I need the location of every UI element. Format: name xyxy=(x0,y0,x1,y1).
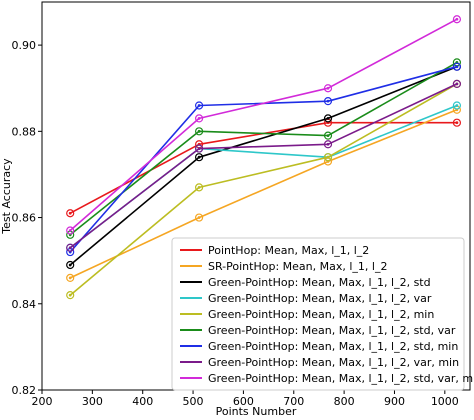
data-point xyxy=(195,127,204,136)
legend-label: Green-PointHop: Mean, Max, l_1, l_2, std… xyxy=(208,340,458,353)
data-point xyxy=(323,131,333,140)
data-point-center xyxy=(197,129,201,133)
series-lines xyxy=(66,15,462,300)
data-point xyxy=(452,15,462,24)
data-point-center xyxy=(326,134,330,138)
data-point-center xyxy=(326,155,330,159)
series-line xyxy=(69,83,458,296)
legend: PointHop: Mean, Max, l_1, l_2 SR-PointHop… xyxy=(171,237,474,391)
x-tick-label: 700 xyxy=(283,395,304,408)
data-point xyxy=(452,79,462,89)
series-line xyxy=(69,65,458,266)
data-point xyxy=(195,153,204,162)
legend-box xyxy=(171,237,465,391)
data-point-center xyxy=(455,82,459,86)
data-point-center xyxy=(197,155,201,159)
data-point xyxy=(323,153,333,162)
data-point xyxy=(452,101,462,110)
data-point-center xyxy=(455,121,459,125)
data-point xyxy=(323,97,333,106)
data-point-center xyxy=(326,142,330,146)
legend-label: Green-PointHop: Mean, Max, l_1, l_2, min xyxy=(208,308,434,321)
data-point xyxy=(66,226,75,235)
legend-item: Green-PointHop: Mean, Max, l_1, l_2, var… xyxy=(180,356,459,369)
y-axis-title: Test Accuracy xyxy=(0,158,13,235)
x-tick-label: 1000 xyxy=(431,395,459,408)
data-point xyxy=(66,209,75,218)
legend-item: PointHop: Mean, Max, l_1, l_2 xyxy=(180,244,369,257)
x-tick-label: 200 xyxy=(32,395,53,408)
data-point-center xyxy=(68,211,72,215)
data-point-center xyxy=(326,117,330,120)
series-9 xyxy=(66,15,462,235)
legend-label: Green-PointHop: Mean, Max, l_1, l_2, var… xyxy=(208,356,459,369)
data-point-center xyxy=(197,216,201,219)
y-tick-label: 0.86 xyxy=(12,212,37,225)
data-point-center xyxy=(68,229,72,232)
data-point-center xyxy=(326,86,330,90)
legend-label: Green-PointHop: Mean, Max, l_1, l_2, var xyxy=(208,292,432,305)
data-point-center xyxy=(68,276,72,280)
y-axis-ticks: 0.82 0.84 0.86 0.88 0.90 xyxy=(12,39,42,397)
series-line xyxy=(69,83,458,249)
data-point-center xyxy=(197,117,201,120)
data-point-center xyxy=(68,263,72,267)
legend-item: Green-PointHop: Mean, Max, l_1, l_2, min xyxy=(180,308,434,321)
legend-item: Green-PointHop: Mean, Max, l_1, l_2, std xyxy=(180,276,431,289)
data-point xyxy=(66,243,75,252)
legend-label: PointHop: Mean, Max, l_1, l_2 xyxy=(208,244,369,257)
data-point xyxy=(452,62,462,71)
data-point-center xyxy=(197,104,201,107)
legend-item: Green-PointHop: Mean, Max, l_1, l_2, std… xyxy=(180,340,458,353)
x-tick-label: 400 xyxy=(132,395,153,408)
data-point xyxy=(195,183,204,192)
data-point xyxy=(195,213,204,222)
data-point-center xyxy=(197,147,201,150)
data-point xyxy=(66,291,75,300)
legend-item: Green-PointHop: Mean, Max, l_1, l_2, var xyxy=(180,292,432,305)
x-tick-label: 600 xyxy=(233,395,254,408)
data-point xyxy=(195,101,204,110)
legend-item: Green-PointHop: Mean, Max, l_1, l_2, std… xyxy=(180,324,456,337)
x-tick-label: 800 xyxy=(334,395,355,408)
y-tick-label: 0.82 xyxy=(12,384,37,397)
data-point-center xyxy=(455,17,459,21)
data-point xyxy=(66,273,75,283)
x-tick-label: 300 xyxy=(82,395,103,408)
data-point xyxy=(323,84,333,93)
legend-item: Green-PointHop: Mean, Max, l_1, l_2, std… xyxy=(180,372,474,385)
x-axis-ticks: 200 300 400 500 600 700 800 900 1000 xyxy=(32,390,459,408)
data-point-center xyxy=(455,65,459,69)
y-tick-label: 0.84 xyxy=(12,298,37,311)
y-tick-label: 0.88 xyxy=(12,125,37,138)
legend-label: SR-PointHop: Mean, Max, l_1, l_2 xyxy=(208,260,387,273)
data-point-center xyxy=(68,246,72,250)
data-point-center xyxy=(68,293,72,297)
series-line xyxy=(69,109,458,279)
x-tick-label: 900 xyxy=(384,395,405,408)
data-point-center xyxy=(455,104,459,107)
data-point xyxy=(323,140,333,149)
legend-label: Green-PointHop: Mean, Max, l_1, l_2, std… xyxy=(208,372,474,385)
x-tick-label: 500 xyxy=(183,395,204,408)
data-point xyxy=(452,118,462,127)
data-point xyxy=(195,144,204,153)
data-point xyxy=(66,260,75,270)
data-point xyxy=(323,114,333,123)
legend-label: Green-PointHop: Mean, Max, l_1, l_2, std xyxy=(208,276,431,289)
data-point-center xyxy=(326,99,330,103)
data-point-center xyxy=(197,185,201,189)
series-line xyxy=(69,18,458,232)
x-axis-title: Points Number xyxy=(216,405,297,418)
legend-item: SR-PointHop: Mean, Max, l_1, l_2 xyxy=(180,260,387,273)
legend-label: Green-PointHop: Mean, Max, l_1, l_2, std… xyxy=(208,324,456,337)
series-8 xyxy=(66,79,462,252)
y-tick-label: 0.90 xyxy=(12,39,37,52)
series-line xyxy=(69,61,458,236)
data-point xyxy=(195,114,204,123)
